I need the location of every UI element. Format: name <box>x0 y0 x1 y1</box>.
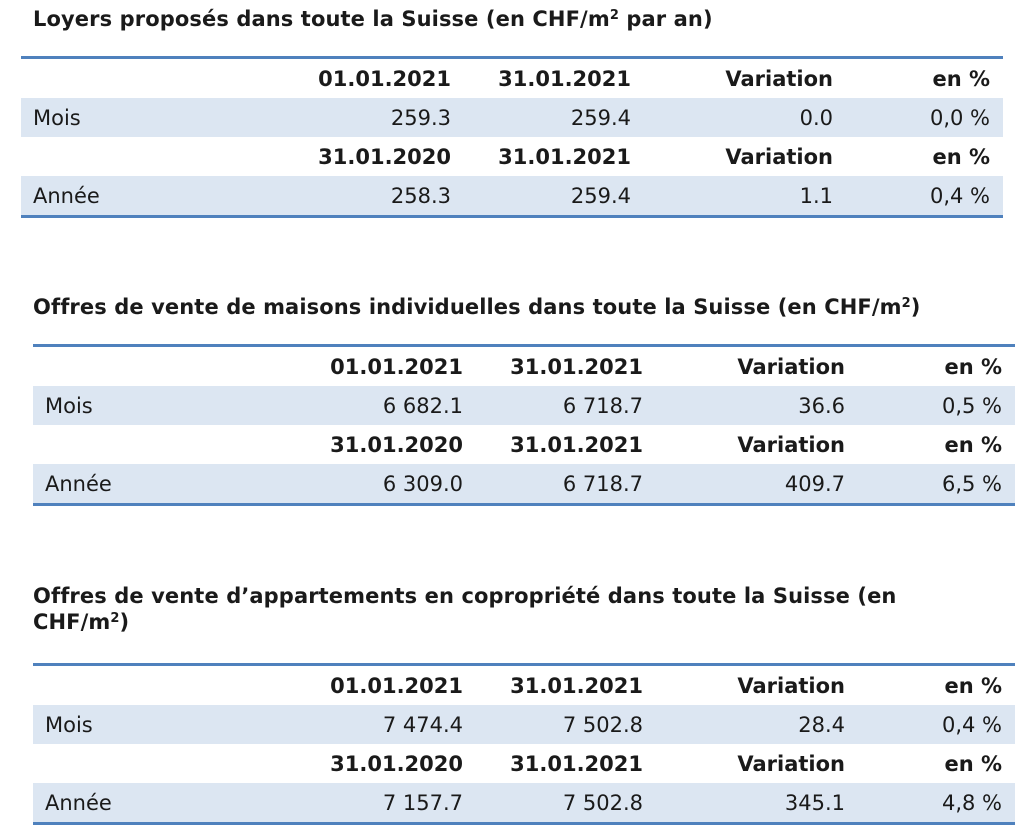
column-header: 31.01.2021 <box>463 744 643 783</box>
table-cell: 0,4 % <box>833 176 1003 217</box>
table-cell: 7 502.8 <box>463 705 643 744</box>
header-row: 31.01.2020 31.01.2021 Variation en % <box>21 137 1003 176</box>
table-cell: 7 474.4 <box>263 705 463 744</box>
table-row: Mois 259.3 259.4 0.0 0,0 % <box>21 98 1003 137</box>
table-cell: 6,5 % <box>845 464 1015 505</box>
section-rents: Loyers proposés dans toute la Suisse (en… <box>33 6 713 32</box>
title-line-1: Offres de vente d’appartements en coprop… <box>33 584 897 608</box>
table-cell: 4,8 % <box>845 783 1015 824</box>
table-cell: 0,4 % <box>845 705 1015 744</box>
column-header: Variation <box>643 425 845 464</box>
apartments-table: 01.01.2021 31.01.2021 Variation en % Moi… <box>33 663 1015 825</box>
title-line-2: CHF/m <box>33 610 111 634</box>
section-title: Offres de vente d’appartements en coprop… <box>33 583 993 635</box>
rents-table: 01.01.2021 31.01.2021 Variation en % Moi… <box>21 56 1003 218</box>
table-cell: 28.4 <box>643 705 845 744</box>
column-header: 31.01.2021 <box>451 137 631 176</box>
title-superscript: 2 <box>110 611 120 626</box>
title-end: par an) <box>618 7 713 31</box>
table-cell: 0,5 % <box>845 386 1015 425</box>
column-header: 31.01.2021 <box>463 664 643 705</box>
table-cell: 6 718.7 <box>463 464 643 505</box>
title-end: ) <box>910 295 921 319</box>
column-header: 31.01.2020 <box>251 137 451 176</box>
header-row: 01.01.2021 31.01.2021 Variation en % <box>33 664 1015 705</box>
section-apartments: Offres de vente d’appartements en coprop… <box>33 583 993 635</box>
column-header: 31.01.2021 <box>463 425 643 464</box>
column-header: Variation <box>631 137 833 176</box>
section-title: Loyers proposés dans toute la Suisse (en… <box>33 6 713 32</box>
section-houses: Offres de vente de maisons individuelles… <box>33 294 920 320</box>
row-label: Mois <box>33 386 263 425</box>
column-header: Variation <box>643 744 845 783</box>
column-header: en % <box>845 425 1015 464</box>
header-row: 31.01.2020 31.01.2021 Variation en % <box>33 425 1015 464</box>
empty-cell <box>21 137 251 176</box>
section-title: Offres de vente de maisons individuelles… <box>33 294 920 320</box>
table-cell: 7 157.7 <box>263 783 463 824</box>
title-end: ) <box>119 610 130 634</box>
column-header: 31.01.2020 <box>263 425 463 464</box>
title-text: Loyers proposés dans toute la Suisse (en… <box>33 7 610 31</box>
header-row: 01.01.2021 31.01.2021 Variation en % <box>33 345 1015 386</box>
header-row: 31.01.2020 31.01.2021 Variation en % <box>33 744 1015 783</box>
title-superscript: 2 <box>901 296 911 311</box>
table-row: Mois 7 474.4 7 502.8 28.4 0,4 % <box>33 705 1015 744</box>
empty-cell <box>21 57 251 98</box>
row-label: Mois <box>21 98 251 137</box>
column-header: en % <box>845 664 1015 705</box>
table-cell: 36.6 <box>643 386 845 425</box>
column-header: en % <box>833 137 1003 176</box>
houses-table: 01.01.2021 31.01.2021 Variation en % Moi… <box>33 344 1015 506</box>
table-cell: 258.3 <box>251 176 451 217</box>
column-header: 31.01.2021 <box>463 345 643 386</box>
table-cell: 6 309.0 <box>263 464 463 505</box>
table-cell: 0,0 % <box>833 98 1003 137</box>
table-cell: 6 718.7 <box>463 386 643 425</box>
column-header: en % <box>845 345 1015 386</box>
column-header: 01.01.2021 <box>251 57 451 98</box>
title-superscript: 2 <box>609 8 619 23</box>
table-row: Année 258.3 259.4 1.1 0,4 % <box>21 176 1003 217</box>
table-row: Année 7 157.7 7 502.8 345.1 4,8 % <box>33 783 1015 824</box>
table-cell: 259.4 <box>451 176 631 217</box>
table-cell: 0.0 <box>631 98 833 137</box>
column-header: 01.01.2021 <box>263 664 463 705</box>
table-cell: 6 682.1 <box>263 386 463 425</box>
column-header: en % <box>833 57 1003 98</box>
empty-cell <box>33 345 263 386</box>
table-cell: 409.7 <box>643 464 845 505</box>
table-cell: 259.3 <box>251 98 451 137</box>
row-label: Année <box>33 783 263 824</box>
column-header: Variation <box>643 664 845 705</box>
table-cell: 7 502.8 <box>463 783 643 824</box>
column-header: Variation <box>631 57 833 98</box>
table-cell: 259.4 <box>451 98 631 137</box>
title-text: Offres de vente de maisons individuelles… <box>33 295 902 319</box>
column-header: Variation <box>643 345 845 386</box>
empty-cell <box>33 744 263 783</box>
row-label: Année <box>21 176 251 217</box>
table-row: Année 6 309.0 6 718.7 409.7 6,5 % <box>33 464 1015 505</box>
column-header: 01.01.2021 <box>263 345 463 386</box>
column-header: en % <box>845 744 1015 783</box>
table-row: Mois 6 682.1 6 718.7 36.6 0,5 % <box>33 386 1015 425</box>
empty-cell <box>33 425 263 464</box>
header-row: 01.01.2021 31.01.2021 Variation en % <box>21 57 1003 98</box>
table-cell: 1.1 <box>631 176 833 217</box>
table-cell: 345.1 <box>643 783 845 824</box>
row-label: Année <box>33 464 263 505</box>
empty-cell <box>33 664 263 705</box>
column-header: 31.01.2020 <box>263 744 463 783</box>
column-header: 31.01.2021 <box>451 57 631 98</box>
row-label: Mois <box>33 705 263 744</box>
